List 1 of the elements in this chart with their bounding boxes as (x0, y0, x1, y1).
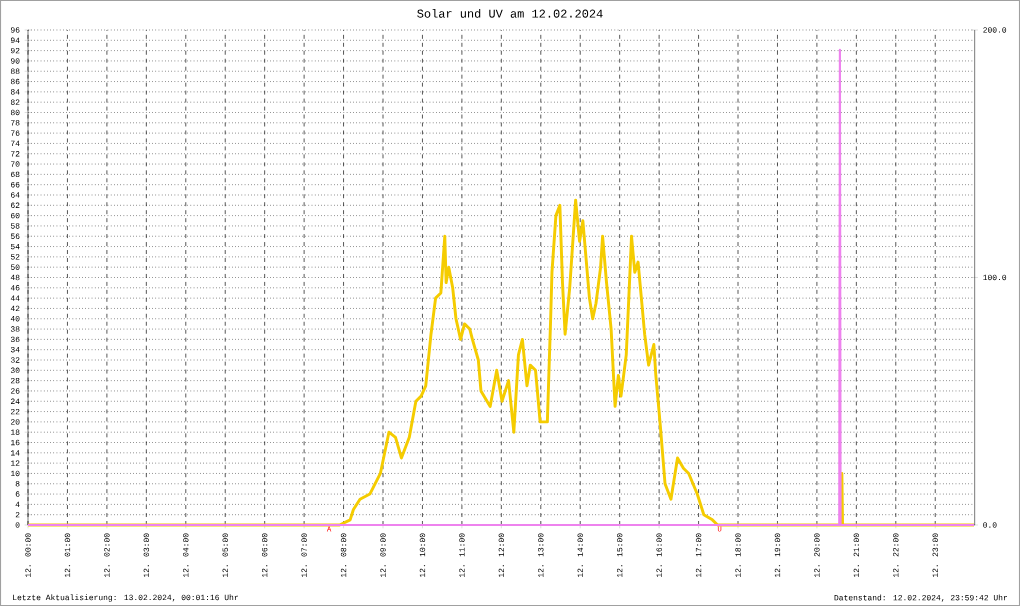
chart-title: Solar und UV am 12.02.2024 (417, 8, 603, 18)
